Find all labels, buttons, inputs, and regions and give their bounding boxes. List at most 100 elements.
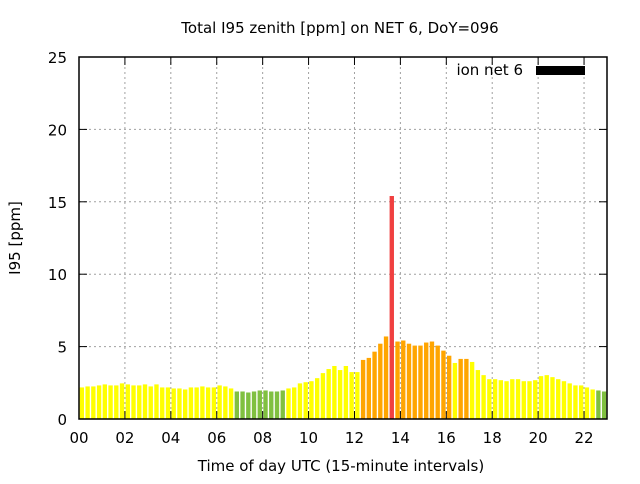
bar xyxy=(510,379,515,419)
bar xyxy=(154,384,159,419)
bar xyxy=(487,379,492,419)
bar xyxy=(452,362,458,419)
bar xyxy=(286,388,291,419)
bar xyxy=(320,373,326,419)
bar xyxy=(165,387,171,419)
bar xyxy=(429,341,435,419)
bar xyxy=(412,345,417,419)
bar xyxy=(332,366,337,419)
x-tick-label: 06 xyxy=(207,429,226,447)
bar xyxy=(584,387,590,419)
bar xyxy=(314,378,320,419)
y-axis: 0 5 10 15 20 25 xyxy=(48,49,607,429)
bar xyxy=(424,342,429,419)
x-tick-label: 22 xyxy=(574,429,593,447)
x-tick-label: 08 xyxy=(253,429,272,447)
y-tick-label: 10 xyxy=(48,266,67,284)
bar xyxy=(119,383,125,419)
legend-swatch xyxy=(536,66,585,75)
bar xyxy=(131,385,136,419)
bar xyxy=(441,350,446,419)
bar xyxy=(498,380,504,419)
bar xyxy=(223,386,228,419)
bar xyxy=(372,351,377,419)
x-tick-label: 18 xyxy=(483,429,502,447)
bar xyxy=(550,377,555,419)
bar xyxy=(435,345,440,419)
bar xyxy=(349,372,354,419)
bar xyxy=(343,366,349,419)
x-tick-label: 12 xyxy=(345,429,364,447)
bar xyxy=(395,341,400,419)
y-tick-label: 25 xyxy=(48,49,67,67)
bar xyxy=(177,388,182,419)
bar xyxy=(309,381,314,419)
bar xyxy=(446,355,452,419)
bar xyxy=(337,370,343,419)
bar xyxy=(355,372,360,419)
bar xyxy=(578,385,584,419)
bar xyxy=(102,384,108,419)
bar xyxy=(567,383,572,419)
bar xyxy=(142,384,148,419)
bar xyxy=(383,336,389,419)
bar xyxy=(378,343,383,419)
bar xyxy=(590,389,595,419)
y-tick-label: 15 xyxy=(48,194,67,212)
bar xyxy=(492,379,498,419)
bar xyxy=(137,385,142,419)
bar xyxy=(292,387,297,419)
legend: ion net 6 xyxy=(456,61,585,79)
bar xyxy=(596,390,601,419)
bar xyxy=(475,370,481,419)
x-tick-label: 14 xyxy=(391,429,410,447)
y-tick-label: 20 xyxy=(48,121,67,139)
bar xyxy=(251,391,257,419)
grid xyxy=(79,57,607,419)
bar xyxy=(228,388,234,419)
x-tick-label: 04 xyxy=(161,429,180,447)
bar xyxy=(389,196,394,419)
bar xyxy=(240,391,245,419)
bar xyxy=(234,391,240,419)
x-axis: 00 02 04 06 08 10 12 14 16 18 20 22 xyxy=(69,57,594,447)
bar xyxy=(96,385,102,419)
bar xyxy=(469,361,475,419)
bar xyxy=(303,382,308,419)
bar xyxy=(297,383,303,419)
bar xyxy=(108,385,113,419)
bar xyxy=(561,381,567,419)
x-tick-label: 16 xyxy=(437,429,456,447)
bar xyxy=(217,385,222,419)
bar xyxy=(148,386,153,419)
x-tick-label: 00 xyxy=(69,429,88,447)
bar xyxy=(401,340,406,419)
bar xyxy=(464,358,469,419)
bar xyxy=(515,379,521,419)
bar xyxy=(544,375,549,419)
bar xyxy=(406,343,412,419)
bar xyxy=(521,381,526,419)
bars xyxy=(79,196,607,419)
bar xyxy=(114,385,119,419)
bar xyxy=(205,387,211,419)
bar xyxy=(527,381,532,419)
bar xyxy=(280,390,285,419)
bar xyxy=(504,381,509,419)
bar xyxy=(418,345,423,419)
bar xyxy=(171,388,176,419)
bar xyxy=(246,392,251,419)
bar xyxy=(601,391,607,419)
bar xyxy=(458,358,463,419)
legend-label: ion net 6 xyxy=(456,61,523,79)
chart-title: Total I95 zenith [ppm] on NET 6, DoY=096 xyxy=(180,19,498,37)
y-axis-label: I95 [ppm] xyxy=(6,201,24,275)
x-tick-label: 20 xyxy=(529,429,548,447)
bar xyxy=(481,375,486,419)
bar xyxy=(533,380,538,419)
x-tick-label: 10 xyxy=(299,429,318,447)
y-tick-label: 0 xyxy=(57,411,67,429)
bar xyxy=(538,376,544,419)
bar xyxy=(182,389,188,419)
